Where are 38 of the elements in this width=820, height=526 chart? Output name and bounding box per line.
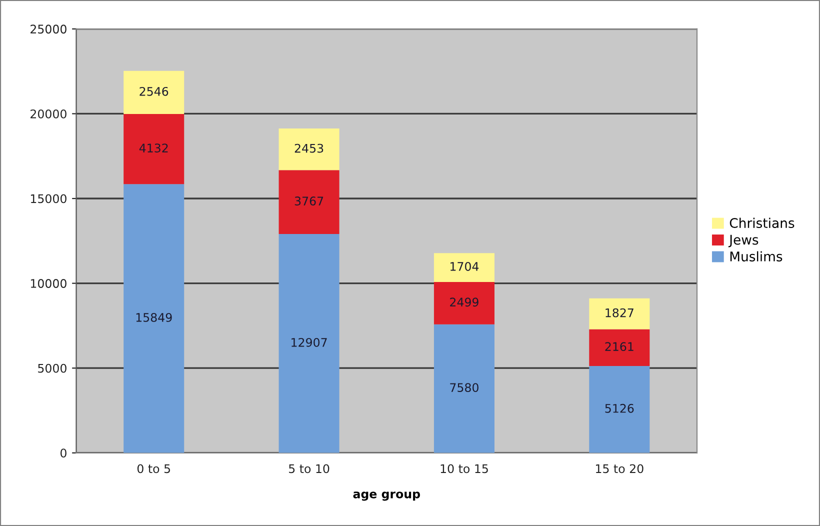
legend-label: Jews (728, 234, 758, 248)
data-label: 7580 (450, 383, 478, 392)
bar (589, 366, 650, 453)
data-label: 5126 (605, 404, 634, 413)
data-label: 2161 (605, 342, 634, 352)
data-label: 3767 (294, 196, 324, 206)
bar (434, 324, 494, 453)
data-label: 4132 (139, 144, 168, 153)
x-tick-label: 5 to 10 (289, 464, 330, 474)
bar (434, 253, 494, 282)
x-tick-label: 15 to 20 (596, 464, 644, 474)
bar (124, 184, 184, 453)
y-tick-label: 5000 (38, 364, 66, 373)
x-tick-label: 10 to 15 (440, 464, 488, 474)
data-label: 12907 (292, 338, 327, 347)
y-tick-label: 25000 (30, 24, 66, 34)
bar (278, 128, 340, 170)
bar (124, 114, 184, 184)
data-label: 15849 (136, 312, 172, 322)
bar (278, 170, 340, 234)
x-axis-title: age group (353, 492, 420, 501)
y-tick-label: 10000 (30, 279, 66, 288)
data-label: 2453 (294, 144, 324, 153)
legend-label: Christians (730, 218, 794, 228)
bar (589, 298, 650, 330)
y-tick-label: 0 (60, 448, 66, 458)
x-tick-label: 0 to 5 (137, 464, 170, 474)
data-label: 1827 (606, 308, 634, 318)
y-tick-label: 15000 (30, 194, 66, 204)
data-label: 2499 (450, 298, 478, 307)
bar (278, 234, 340, 453)
data-label: 2546 (140, 86, 168, 96)
legend-label: Muslims (730, 251, 782, 262)
bar (589, 329, 650, 366)
y-tick-label: 20000 (30, 109, 66, 118)
bar (434, 282, 494, 324)
data-label: 1704 (450, 262, 479, 271)
bar (124, 70, 184, 114)
